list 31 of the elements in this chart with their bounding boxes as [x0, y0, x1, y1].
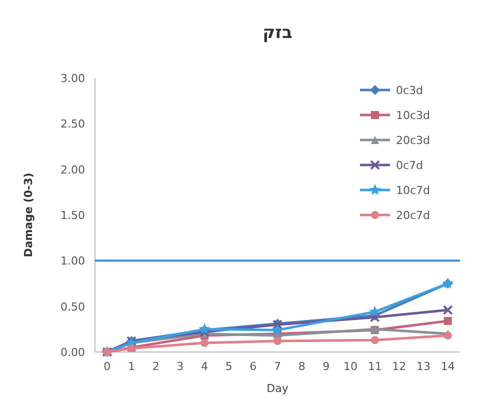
- legend-label: 0c3d: [396, 84, 424, 97]
- legend-label: 20c3d: [396, 134, 430, 147]
- y-axis-title: Damage (0-3): [22, 172, 35, 258]
- legend-label: 0c7d: [396, 159, 424, 172]
- x-tick-label: 13: [416, 360, 430, 373]
- x-tick-label: 8: [298, 360, 306, 373]
- x-tick-label: 3: [176, 360, 184, 373]
- legend-label: 10c7d: [396, 184, 430, 197]
- y-tick-label: 3.00: [60, 72, 85, 85]
- x-axis-title: Day: [266, 382, 289, 395]
- x-tick-label: 10: [344, 360, 358, 373]
- x-tick-label: 11: [368, 360, 382, 373]
- x-tick-label: 6: [250, 360, 257, 373]
- x-tick-label: 4: [201, 360, 208, 373]
- y-tick-label: 1.50: [60, 209, 85, 222]
- chart-title: בזק: [262, 23, 292, 43]
- x-tick-label: 2: [152, 360, 160, 373]
- y-tick-label: 0.00: [60, 346, 85, 359]
- x-tick-label: 5: [225, 360, 232, 373]
- x-tick-label: 14: [440, 360, 455, 373]
- y-tick-label: 0.50: [60, 300, 85, 314]
- x-tick-label: 9: [322, 360, 330, 373]
- x-tick-label: 0: [104, 360, 111, 373]
- legend-label: 10c3d: [396, 109, 430, 122]
- x-tick-label: 1: [128, 360, 135, 373]
- y-tick-label: 2.50: [60, 118, 85, 131]
- legend-label: 20c7d: [396, 209, 430, 222]
- y-tick-label: 2.00: [60, 163, 85, 176]
- x-tick-label: 12: [392, 360, 406, 373]
- y-tick-label: 1.00: [60, 254, 85, 268]
- x-tick-label: 7: [274, 360, 281, 373]
